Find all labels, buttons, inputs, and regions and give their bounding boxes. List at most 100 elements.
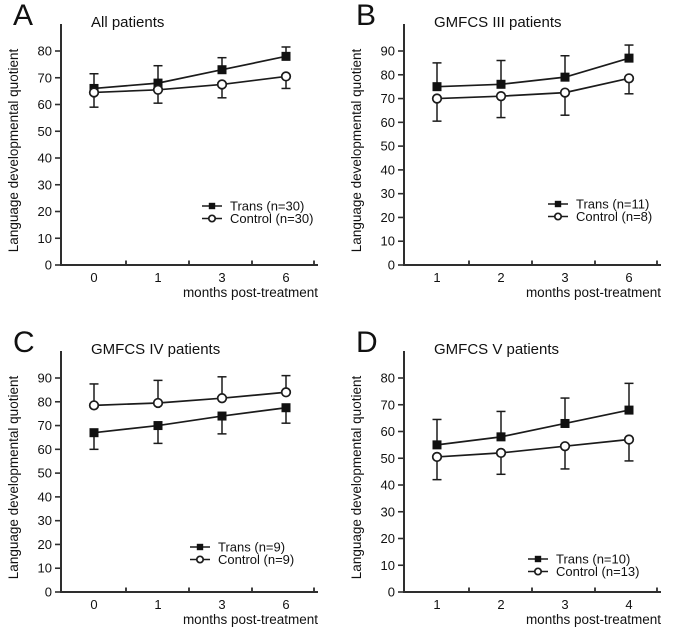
- x-tick-label: 3: [218, 597, 225, 612]
- legend-label: Trans (n=9): [218, 539, 285, 554]
- y-tick-label: 20: [38, 204, 52, 219]
- series-control: [431, 434, 635, 481]
- series-trans: [89, 46, 291, 93]
- y-tick-label: 10: [381, 558, 395, 573]
- panel-letter-d: D: [356, 326, 378, 359]
- x-tick-label: 3: [561, 270, 568, 285]
- data-point-marker: [153, 78, 163, 88]
- chart-title-gmfcs-v: GMFCS V patients: [434, 341, 560, 358]
- y-tick-label: 70: [381, 397, 395, 412]
- y-axis-title: Language developmental quotient: [349, 49, 364, 253]
- x-tick-label: 3: [218, 270, 225, 285]
- x-axis-title: months post-treatment: [526, 612, 661, 627]
- data-point-marker: [559, 87, 571, 98]
- y-tick-label: 80: [38, 394, 52, 409]
- data-point-marker: [89, 428, 99, 438]
- panel-letter-a: A: [13, 0, 34, 32]
- legend-label: Control (n=30): [230, 211, 313, 226]
- y-tick-label: 70: [38, 418, 52, 433]
- y-tick-label: 30: [38, 513, 52, 528]
- legend-marker: [534, 555, 542, 563]
- data-point-marker: [217, 411, 227, 421]
- series-trans: [89, 403, 291, 451]
- y-tick-label: 70: [38, 70, 52, 85]
- legend-label: Control (n=9): [218, 552, 294, 567]
- data-point-marker: [560, 418, 570, 428]
- y-tick-label: 60: [38, 97, 52, 112]
- legend-label: Control (n=13): [556, 564, 639, 579]
- y-axis-title: Language developmental quotient: [349, 376, 364, 580]
- chart-title-gmfcs-iv: GMFCS IV patients: [91, 341, 221, 358]
- panel-gmfcs-iv-patients: C GMFCS IV patients 0 10 20 30 40 50 60 70 80 90 0…: [0, 327, 342, 632]
- y-tick-label: 40: [381, 162, 395, 177]
- x-tick-label: 1: [154, 270, 161, 285]
- panel-letter-c: C: [13, 326, 35, 359]
- x-tick-label: 6: [625, 270, 632, 285]
- y-tick-label: 0: [388, 258, 395, 273]
- legend-marker: [196, 543, 204, 551]
- data-point-marker: [280, 387, 292, 398]
- legend-label: Trans (n=10): [556, 551, 630, 566]
- series-control: [88, 71, 292, 108]
- data-point-marker: [88, 400, 100, 411]
- x-tick-label: 4: [625, 597, 632, 612]
- data-point-marker: [216, 393, 228, 404]
- series-line: [93, 55, 287, 90]
- y-axis-title: Language developmental quotient: [6, 49, 21, 253]
- data-point-marker: [152, 84, 164, 95]
- x-tick-label: 1: [154, 597, 161, 612]
- x-tick-label: 1: [433, 597, 440, 612]
- x-tick-label: 6: [282, 597, 289, 612]
- series-line: [436, 438, 630, 458]
- series-line: [436, 77, 630, 100]
- data-point-marker: [432, 82, 442, 92]
- data-point-marker: [623, 434, 635, 445]
- series-trans: [432, 382, 634, 450]
- series-line: [93, 75, 287, 94]
- panel-all-patients: A All patients 0 10 20 30 40 50 60 70 80 0 1 3 6 mont…: [0, 0, 342, 305]
- series-trans: [432, 44, 634, 92]
- data-point-marker: [624, 53, 634, 63]
- legend: Trans (n=10)Control (n=13): [528, 551, 639, 579]
- legend-marker: [533, 567, 543, 576]
- data-point-marker: [623, 73, 635, 84]
- legend-marker: [553, 212, 563, 221]
- x-tick-label: 1: [433, 270, 440, 285]
- data-point-marker: [280, 71, 292, 82]
- y-tick-label: 40: [38, 489, 52, 504]
- x-axis-title: months post-treatment: [526, 285, 661, 300]
- y-tick-label: 0: [45, 258, 52, 273]
- legend-label: Trans (n=30): [230, 198, 304, 213]
- x-ticks: 0 1 3 6: [90, 260, 315, 285]
- series-line: [93, 406, 287, 434]
- x-ticks: 1 2 3 6: [433, 260, 658, 285]
- y-tick-label: 40: [381, 478, 395, 493]
- x-tick-label: 0: [90, 597, 97, 612]
- x-tick-label: 3: [561, 597, 568, 612]
- legend-marker: [554, 200, 562, 208]
- data-point-marker: [624, 405, 634, 415]
- y-tick-label: 60: [381, 424, 395, 439]
- y-tick-label: 50: [38, 124, 52, 139]
- y-ticks: 0 10 20 30 40 50 60 70 80 90: [38, 371, 61, 600]
- data-point-marker: [431, 451, 443, 463]
- x-axis-title: months post-treatment: [183, 612, 318, 627]
- legend-label: Trans (n=11): [576, 196, 649, 211]
- y-ticks: 0 10 20 30 40 50 60 70 80: [38, 44, 61, 273]
- x-ticks: 0 1 3 6: [90, 587, 315, 612]
- y-tick-label: 40: [38, 151, 52, 166]
- data-point-marker: [217, 65, 227, 75]
- y-tick-label: 20: [381, 531, 395, 546]
- y-tick-label: 90: [38, 371, 52, 386]
- chart-title-all-patients: All patients: [91, 14, 165, 31]
- panel-gmfcs-v-patients: D GMFCS V patients 0 10 20 30 40 50 60 70 80 1 2 3 4…: [343, 327, 685, 632]
- y-tick-label: 10: [38, 561, 52, 576]
- y-tick-label: 30: [381, 504, 395, 519]
- y-tick-label: 50: [381, 139, 395, 154]
- y-tick-label: 70: [381, 91, 395, 106]
- legend-marker: [207, 214, 217, 223]
- legend-label: Control (n=8): [576, 209, 652, 224]
- y-ticks: 0 10 20 30 40 50 60 70 80: [381, 371, 404, 600]
- x-axis-title: months post-treatment: [183, 285, 318, 300]
